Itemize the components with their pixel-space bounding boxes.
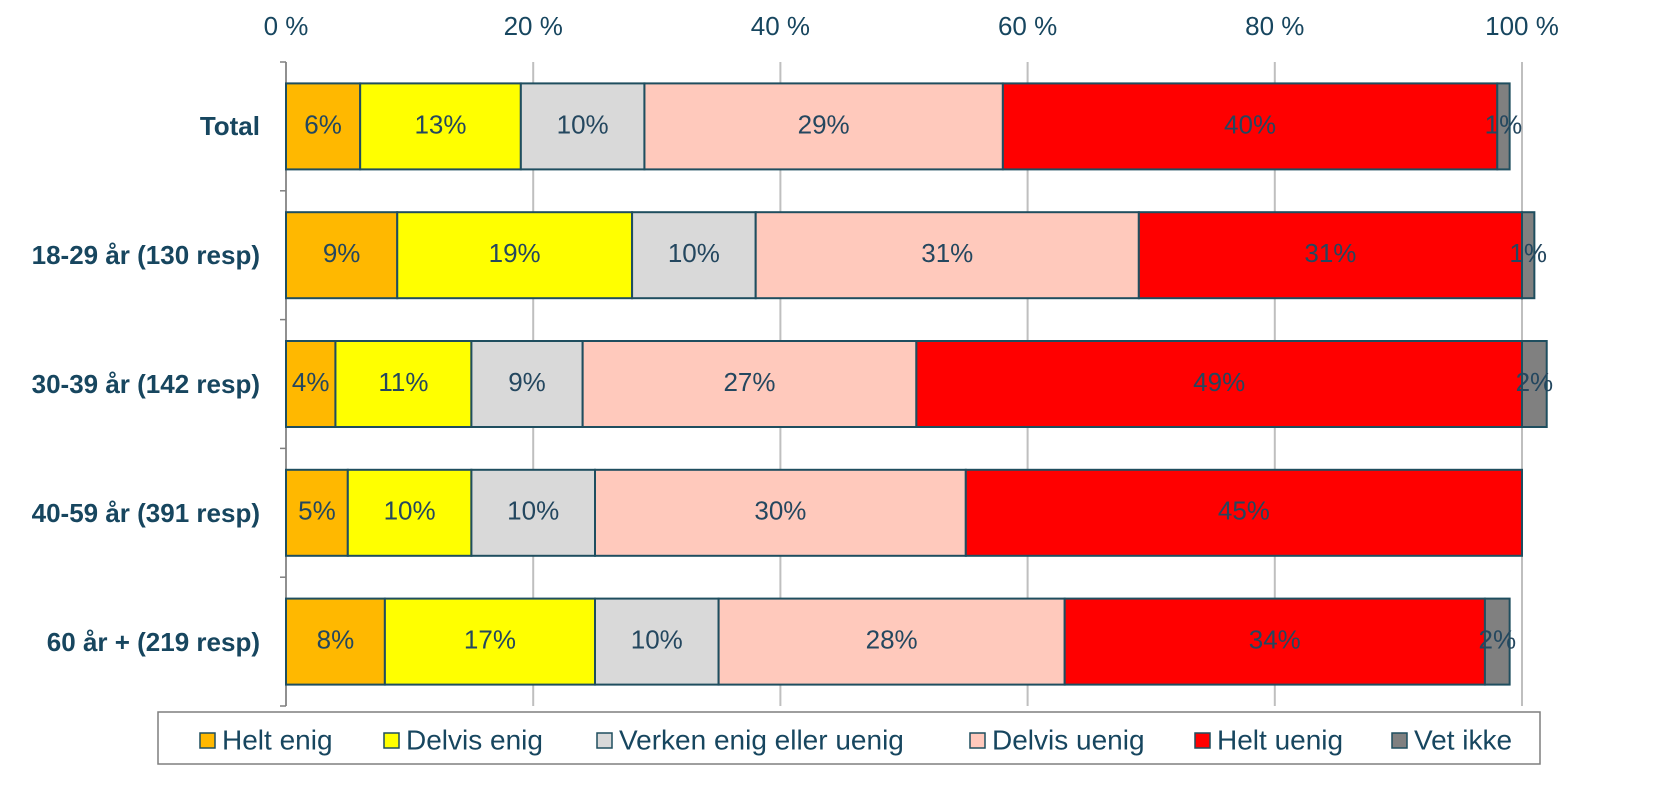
bar-segment [470, 468, 596, 557]
data-label: 19% [489, 238, 541, 268]
x-tick-label: 20 % [504, 11, 563, 41]
bar-segment [285, 597, 386, 686]
y-tick-label: 18-29 år (130 resp) [31, 240, 260, 271]
data-label: 49% [1193, 367, 1245, 397]
legend-swatch [199, 732, 216, 749]
legend-label: Delvis uenig [992, 724, 1145, 755]
data-label: 40% [1224, 109, 1276, 139]
data-label: 31% [1304, 238, 1356, 268]
legend-swatch [969, 732, 986, 749]
y-tick-label: 60 år + (219 resp) [46, 626, 260, 657]
data-label: 8% [317, 624, 355, 654]
legend-swatch [1391, 732, 1408, 749]
bar-segment [519, 82, 646, 171]
data-label: 5% [298, 496, 336, 526]
legend-swatch [383, 732, 400, 749]
bar-segment [643, 82, 1004, 171]
bar-segment [334, 340, 473, 428]
bar-segment [285, 468, 349, 557]
y-tick-label: 30-39 år (142 resp) [31, 369, 260, 399]
legend-label: Vet ikke [1414, 724, 1512, 755]
data-label: 13% [414, 109, 466, 139]
data-label: 45% [1218, 496, 1270, 526]
data-label: 27% [723, 367, 775, 397]
bar-segment [1483, 597, 1511, 686]
y-tick-label: 40-59 år (391 resp) [31, 497, 260, 528]
legend-label: Helt enig [222, 724, 333, 755]
bar-segment [964, 468, 1523, 557]
x-tick-label: 80 % [1245, 11, 1304, 41]
bar-segment [396, 211, 634, 300]
data-label: 6% [304, 109, 342, 139]
bar-segment [285, 211, 399, 300]
legend-label: Helt uenig [1217, 724, 1343, 755]
bar-segment [1137, 211, 1523, 300]
data-label: 1% [1509, 238, 1547, 268]
legend-swatch [1194, 732, 1211, 749]
data-label: 2% [1516, 367, 1554, 397]
data-label: 2% [1478, 624, 1516, 654]
data-label: 34% [1249, 624, 1301, 654]
bar-segment [383, 597, 596, 686]
x-tick-label: 100 % [1485, 11, 1559, 41]
bar-segment [359, 82, 522, 171]
data-label: 31% [921, 238, 973, 268]
data-label: 1% [1485, 109, 1523, 139]
bar-segment [470, 340, 584, 428]
x-tick-label: 40 % [751, 11, 810, 41]
data-label: 9% [323, 238, 361, 268]
legend-swatch [596, 732, 613, 749]
data-label: 10% [668, 238, 720, 268]
legend-label: Verken enig eller uenig [619, 724, 904, 755]
x-tick-label: 0 % [264, 11, 309, 41]
bar-segment [1496, 82, 1511, 171]
bar-segment [285, 340, 337, 428]
data-label: 29% [798, 109, 850, 139]
bar-segment [915, 340, 1523, 428]
bar-segment [1521, 211, 1536, 300]
y-tick-label: Total [199, 111, 260, 142]
data-label: 4% [292, 367, 330, 397]
x-tick-label: 60 % [998, 11, 1057, 41]
data-label: 10% [507, 496, 559, 526]
data-label: 10% [384, 496, 436, 526]
bar-segment [1521, 340, 1548, 428]
bar-segment [754, 211, 1140, 300]
bar-segment [346, 468, 473, 557]
data-label: 28% [866, 624, 918, 654]
bar-segment [594, 597, 720, 686]
bar-segment [717, 597, 1066, 686]
data-label: 10% [631, 624, 683, 654]
data-label: 9% [508, 367, 546, 397]
data-label: 30% [754, 496, 806, 526]
bar-segment [1001, 82, 1499, 171]
bar-segment [285, 82, 362, 171]
bar-segment [581, 340, 918, 428]
data-label: 10% [557, 109, 609, 139]
data-label: 11% [378, 367, 428, 397]
legend-label: Delvis enig [406, 724, 543, 755]
data-label: 17% [464, 624, 516, 654]
bar-segment [1063, 597, 1486, 686]
